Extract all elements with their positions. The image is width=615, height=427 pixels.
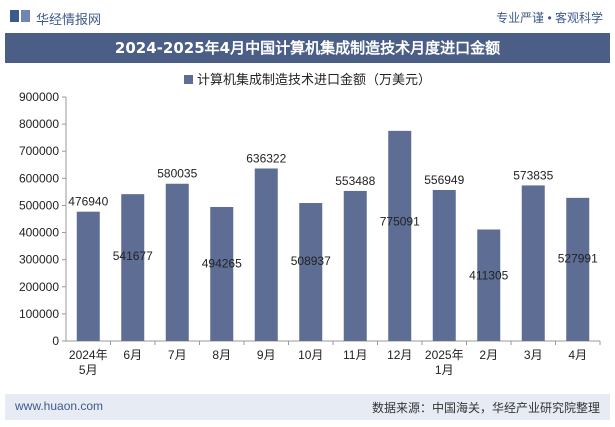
x-tick-label: 6月 <box>123 348 142 362</box>
footer-url[interactable]: www.huaon.com <box>15 399 104 413</box>
site-name: 华经情报网 <box>36 12 102 27</box>
data-label: 556949 <box>424 173 464 187</box>
bar[interactable] <box>121 194 145 341</box>
data-label: 476940 <box>68 195 108 209</box>
x-tick-label: 9月 <box>257 348 276 362</box>
bar[interactable] <box>521 185 545 341</box>
data-label: 508937 <box>291 254 331 268</box>
bar[interactable] <box>343 190 367 341</box>
y-tick-label: 0 <box>52 334 59 348</box>
data-label: 494265 <box>202 256 242 270</box>
data-label: 580035 <box>157 167 197 181</box>
data-label: 573835 <box>513 168 553 182</box>
tagline: 专业严谨 • 客观科学 <box>496 11 603 25</box>
top-bar: 华经情报网 专业严谨 • 客观科学 <box>0 0 615 33</box>
legend-swatch <box>184 75 193 84</box>
title-band: 2024-2025年4月中国计算机集成制造技术月度进口金额 <box>5 33 610 63</box>
data-label: 775091 <box>380 214 420 228</box>
x-tick-label: 2024年 <box>69 348 108 362</box>
y-tick-label: 400000 <box>19 226 59 240</box>
x-tick-label: 10月 <box>298 348 323 362</box>
data-label: 411305 <box>469 269 508 283</box>
x-tick-label: 1月 <box>435 363 454 377</box>
y-tick-label: 300000 <box>19 253 59 267</box>
bar[interactable] <box>477 229 501 341</box>
bar[interactable] <box>210 206 234 341</box>
data-label: 527991 <box>558 251 598 265</box>
y-tick-label: 100000 <box>19 307 59 321</box>
x-tick-label: 3月 <box>524 348 543 362</box>
footer: www.huaon.com 数据来源：中国海关，华经产业研究院整理 <box>5 394 610 420</box>
huajing-logo-icon <box>10 10 30 22</box>
data-label: 553488 <box>335 174 375 188</box>
data-label: 541677 <box>113 249 153 263</box>
bar-chart: 计算机集成制造技术进口金额（万美元） 0 100000 200000 300000 400… <box>19 72 601 377</box>
x-tick-label: 7月 <box>168 348 187 362</box>
bar[interactable] <box>432 190 456 341</box>
x-tick-label: 8月 <box>212 348 231 362</box>
data-source-note: 数据来源：中国海关，华经产业研究院整理 <box>371 401 600 415</box>
y-tick-label: 900000 <box>19 90 59 104</box>
x-tick-label: 2025年 <box>425 348 464 362</box>
legend-label: 计算机集成制造技术进口金额（万美元） <box>197 72 431 88</box>
y-tick-label: 500000 <box>19 198 59 212</box>
x-tick-label: 2月 <box>479 348 498 362</box>
x-tick-label: 5月 <box>79 363 98 377</box>
x-tick-label: 11月 <box>343 348 367 362</box>
bar[interactable] <box>299 203 323 341</box>
bar[interactable] <box>388 130 412 341</box>
y-tick-label: 700000 <box>19 144 59 158</box>
y-tick-label: 800000 <box>19 117 59 131</box>
data-label: 636322 <box>246 151 286 165</box>
x-tick-label: 12月 <box>387 348 412 362</box>
bar[interactable] <box>76 211 100 341</box>
bar[interactable] <box>254 168 278 341</box>
y-tick-label: 200000 <box>19 280 59 294</box>
y-tick-label: 600000 <box>19 171 59 185</box>
x-tick-label: 4月 <box>568 348 587 362</box>
bar[interactable] <box>566 197 590 341</box>
chart-title: 2024-2025年4月中国计算机集成制造技术月度进口金额 <box>114 39 501 57</box>
bar[interactable] <box>165 183 189 341</box>
